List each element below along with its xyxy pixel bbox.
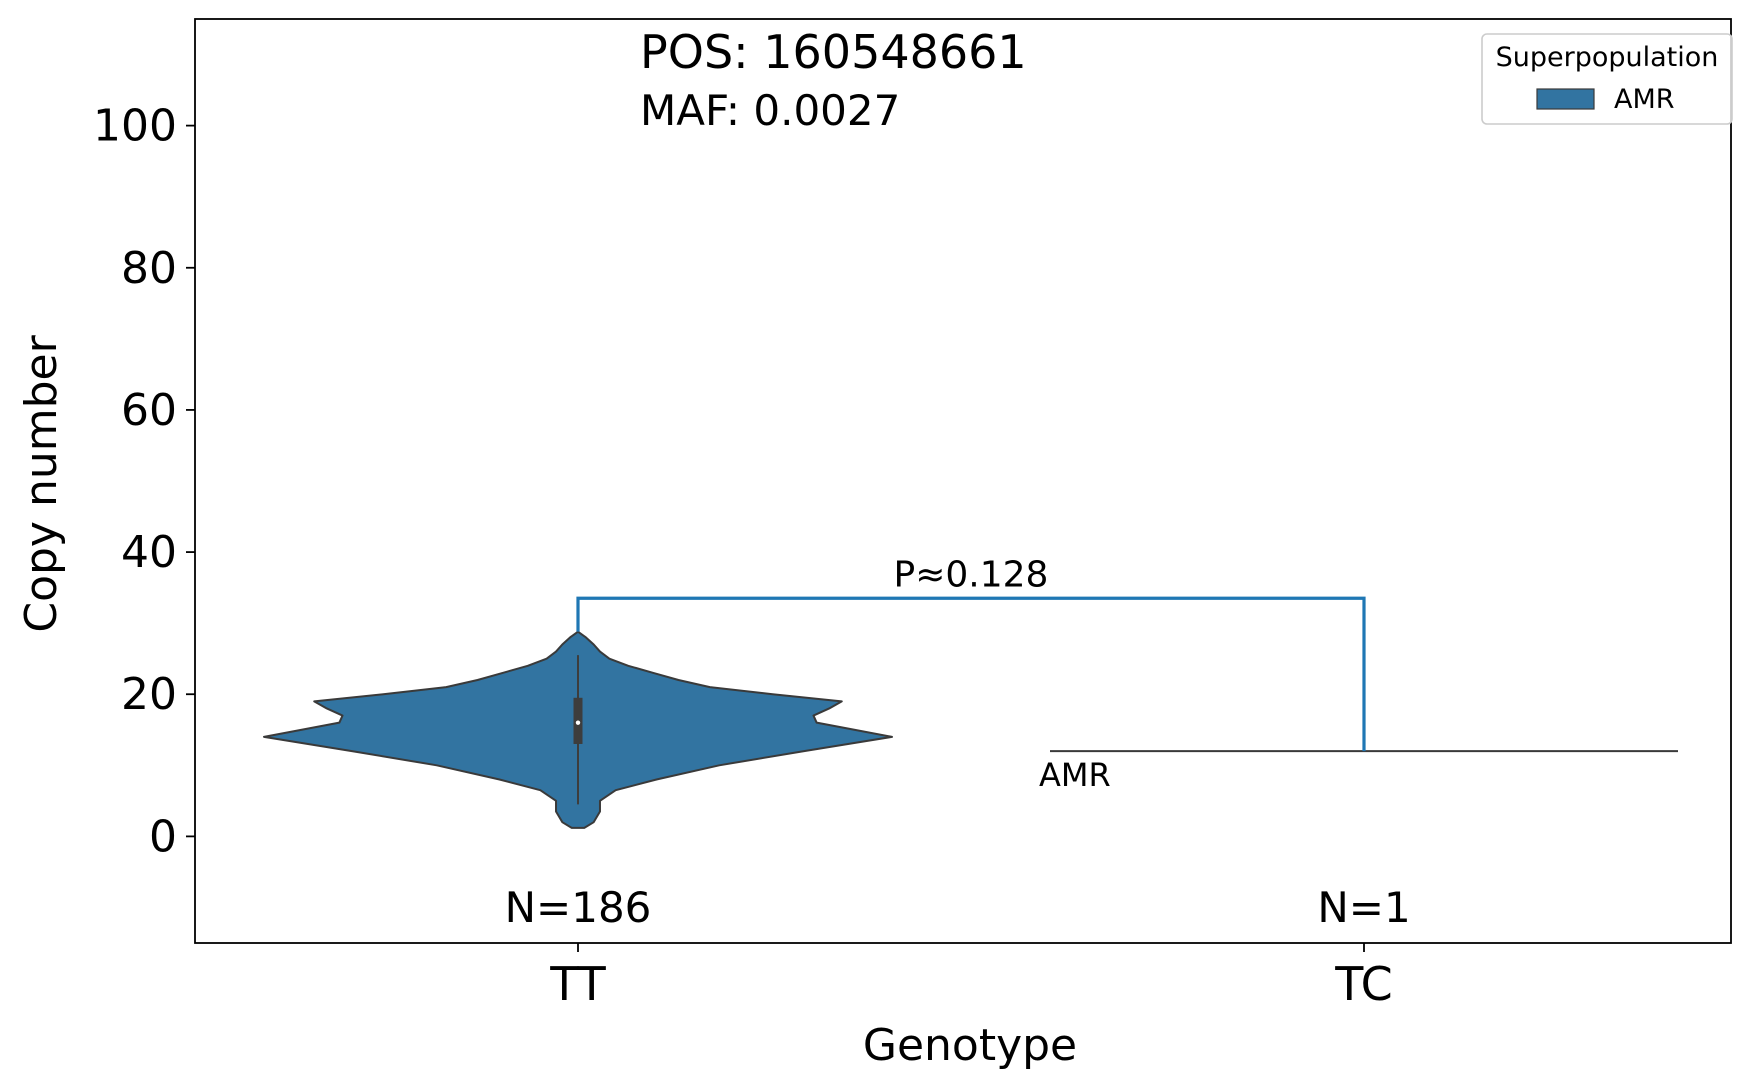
x-tick-label: TC xyxy=(1334,957,1393,1011)
y-axis-label: Copy number xyxy=(16,334,67,632)
p-value-label: P≈0.128 xyxy=(894,554,1049,595)
legend-title: Superpopulation xyxy=(1496,42,1719,73)
plot-marks: N=186 AMR N=1 xyxy=(263,630,1678,932)
violin-median xyxy=(575,720,581,725)
plot-area-frame xyxy=(194,18,1732,944)
sample-count-label: N=1 xyxy=(1317,883,1410,932)
y-tick-label: 20 xyxy=(121,669,177,720)
legend-swatch-amr xyxy=(1536,88,1595,110)
legend: Superpopulation AMR xyxy=(1481,33,1733,125)
y-tick-label: 100 xyxy=(93,101,177,152)
x-axis-label: Genotype xyxy=(863,1020,1077,1071)
position-annotation: POS: 160548661 xyxy=(640,25,1027,79)
legend-entry-amr: AMR xyxy=(1614,84,1675,115)
x-tick-label: TT xyxy=(549,957,606,1011)
bracket-line xyxy=(576,596,1366,752)
y-tick-label: 60 xyxy=(121,385,177,436)
y-tick-label: 0 xyxy=(149,811,177,862)
y-tick-label: 80 xyxy=(121,243,177,294)
point-label: AMR xyxy=(1039,756,1111,794)
sample-count-label: N=186 xyxy=(505,883,652,932)
significance-bracket: P≈0.128 xyxy=(576,554,1366,752)
x-axis: TT TC xyxy=(549,943,1393,1011)
maf-annotation: MAF: 0.0027 xyxy=(640,86,900,135)
y-axis: 0 20 40 60 80 100 xyxy=(93,101,195,862)
y-tick-label: 40 xyxy=(121,527,177,578)
